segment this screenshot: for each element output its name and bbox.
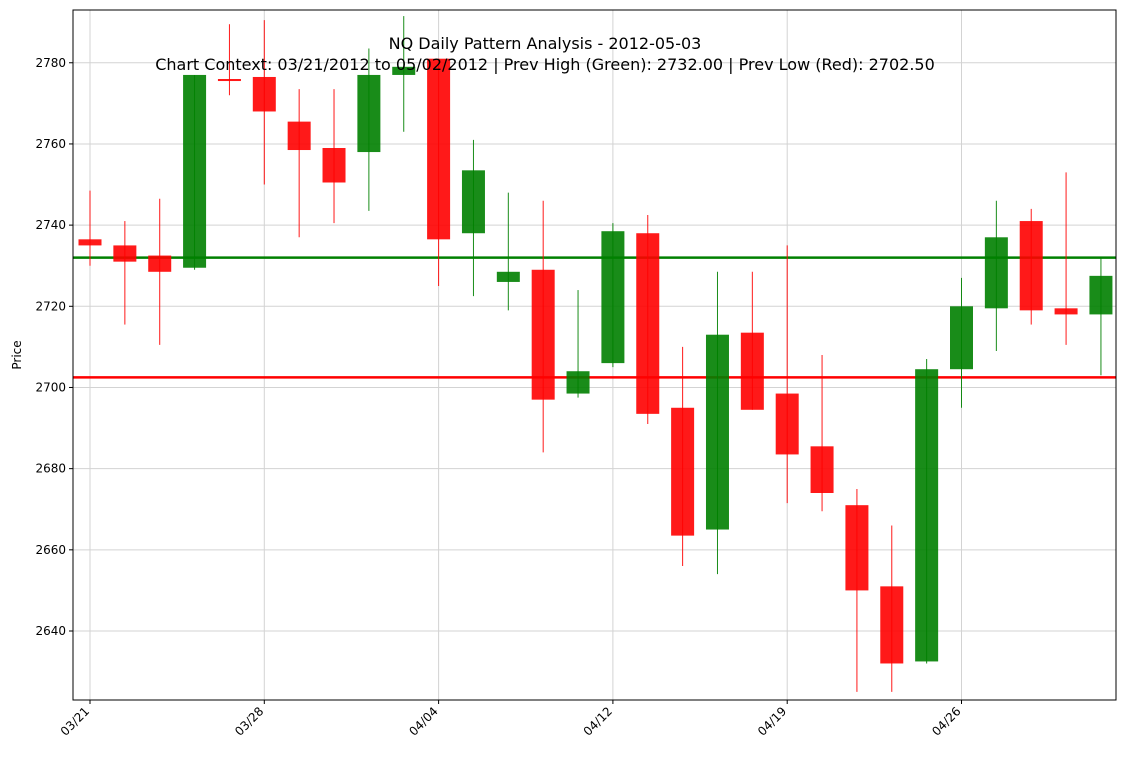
plot-frame	[72, 9, 1117, 701]
candle-body	[1089, 275, 1113, 315]
candle-body	[636, 233, 660, 414]
candle-body	[810, 446, 834, 493]
candle-body	[183, 74, 207, 268]
candle-body	[148, 255, 172, 272]
candle-body	[392, 66, 416, 75]
y-tick-label: 2700	[35, 380, 66, 394]
y-tick-label: 2720	[35, 299, 66, 313]
candle-body	[1054, 308, 1078, 315]
candle-body	[252, 76, 276, 112]
y-tick-label: 2780	[35, 56, 66, 70]
candle-body	[705, 334, 729, 530]
candle-body	[984, 237, 1008, 309]
candle-body	[950, 306, 973, 370]
y-tick-label: 2640	[35, 624, 66, 638]
candle-body	[113, 245, 137, 262]
candle-body	[601, 231, 625, 364]
chart-subtitle: Chart Context: 03/21/2012 to 05/02/2012 …	[155, 55, 935, 74]
candle-body	[461, 170, 485, 234]
y-axis-label: Price	[10, 340, 24, 369]
y-tick-label: 2660	[35, 543, 66, 557]
y-tick-label: 2760	[35, 137, 66, 151]
candle-body	[287, 121, 311, 151]
candle-body	[1019, 221, 1043, 311]
candle-body	[566, 371, 590, 394]
chart-title: NQ Daily Pattern Analysis - 2012-05-03	[389, 34, 702, 53]
candle-body	[322, 148, 346, 183]
y-axis: 2640 2660 2680 2700 2720 2740 2760 2780	[35, 56, 73, 638]
y-tick-label: 2680	[35, 462, 66, 476]
candle-body	[740, 332, 764, 410]
candle-body	[496, 271, 520, 282]
candle-body	[427, 58, 451, 240]
y-tick-label: 2740	[35, 218, 66, 232]
candle-body	[531, 269, 555, 400]
candle-body	[845, 505, 869, 591]
candle-body	[671, 407, 695, 536]
candle-body	[915, 369, 939, 662]
candles	[78, 16, 1113, 692]
candle-body	[775, 393, 799, 455]
candle-body	[880, 586, 904, 664]
candle-body	[217, 79, 241, 82]
candle-body	[78, 239, 102, 246]
candle-body	[357, 74, 381, 153]
reference-lines	[73, 256, 1116, 379]
